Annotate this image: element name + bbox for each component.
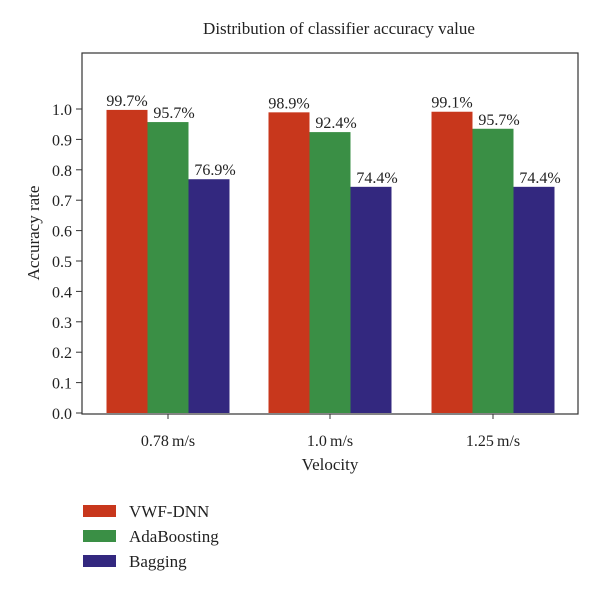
data-label: 92.4% (315, 115, 356, 132)
legend-swatch-adaboosting (83, 530, 116, 542)
y-tick-label: 0.0 (52, 406, 72, 423)
y-tick-label: 0.3 (52, 315, 72, 332)
data-label: 95.7% (478, 112, 519, 129)
legend-label: VWF-DNN (129, 502, 209, 521)
bar-vwf-dnn (268, 112, 310, 414)
data-label: 76.9% (194, 162, 235, 179)
data-label: 98.9% (268, 95, 309, 112)
y-tick-label: 0.6 (52, 224, 72, 241)
legend-swatch-bagging (83, 555, 116, 567)
y-tick-label: 0.8 (52, 163, 72, 180)
legend-label: AdaBoosting (129, 527, 219, 546)
data-label: 99.7% (106, 93, 147, 110)
bar-bagging (350, 186, 392, 413)
bar-bagging (188, 179, 230, 413)
x-tick-label: 1.0 m/s (307, 433, 353, 450)
chart-title: Distribution of classifier accuracy valu… (203, 19, 475, 38)
legend-label: Bagging (129, 552, 187, 571)
legend: VWF-DNN AdaBoosting Bagging (83, 502, 219, 571)
y-tick-label: 0.9 (52, 132, 72, 149)
data-labels: 99.7% 95.7% 76.9% 98.9% 92.4% 74.4% 99.1% 95.7%… (106, 93, 560, 187)
bar-bagging (513, 186, 555, 413)
y-tick-label: 0.5 (52, 254, 72, 271)
legend-swatch-vwf-dnn (83, 505, 116, 517)
data-label: 99.1% (431, 95, 472, 112)
data-label: 74.4% (356, 170, 397, 187)
data-label: 95.7% (153, 105, 194, 122)
x-axis-label: Velocity (302, 455, 359, 474)
y-tick-label: 0.7 (52, 193, 72, 210)
bar-vwf-dnn (106, 109, 148, 414)
y-axis: 0.0 0.1 0.2 0.3 0.4 0.5 0.6 0.7 0.8 0.9 1.0 (52, 102, 82, 423)
bar-vwf-dnn (431, 111, 473, 414)
y-tick-label: 0.1 (52, 376, 72, 393)
y-tick-label: 0.2 (52, 345, 72, 362)
y-tick-label: 0.4 (52, 284, 72, 301)
bar-adaboosting (309, 132, 351, 413)
x-axis: 0.78 m/s 1.0 m/s 1.25 m/s (141, 414, 520, 450)
data-label: 74.4% (519, 170, 560, 187)
bar-adaboosting (147, 122, 189, 414)
bars (106, 109, 555, 414)
y-axis-label: Accuracy rate (24, 186, 43, 281)
x-tick-label: 0.78 m/s (141, 433, 195, 450)
bar-adaboosting (472, 128, 514, 413)
y-tick-label: 1.0 (52, 102, 72, 119)
x-tick-label: 1.25 m/s (466, 433, 520, 450)
